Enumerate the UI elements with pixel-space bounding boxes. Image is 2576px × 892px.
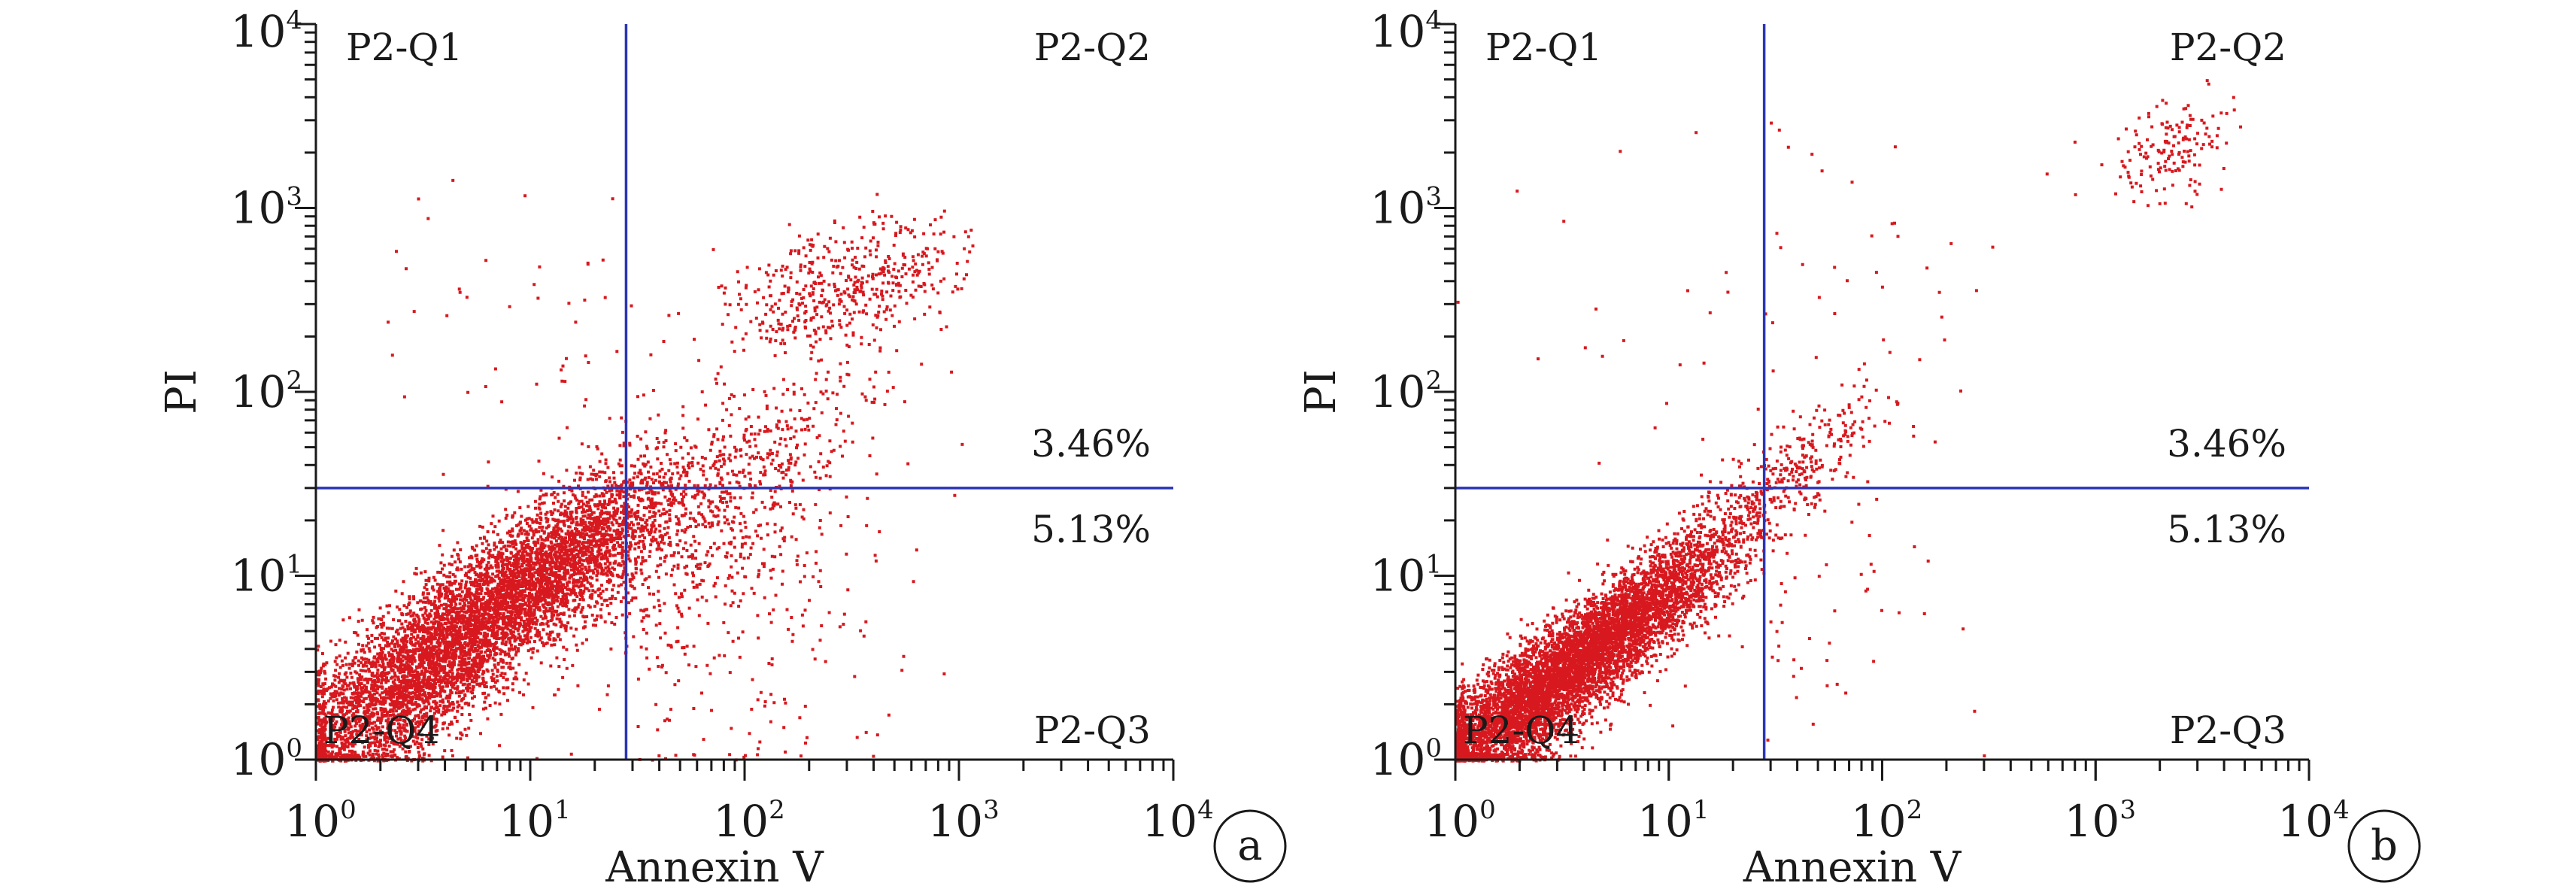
chart-panel-a: 100 101 102 103 104 100 101 102 103 104 … — [157, 5, 1287, 892]
x-tick-label: 104 — [2277, 795, 2349, 847]
percent-label-lower: 5.13% — [2167, 508, 2286, 551]
panel-label-circle — [1213, 809, 1287, 883]
y-tick-label: 102 — [1370, 366, 1442, 417]
x-tick-label: 103 — [927, 795, 999, 847]
percent-label-upper: 3.46% — [2167, 422, 2286, 466]
x-tick-label: 103 — [2065, 795, 2136, 847]
percent-label-lower: 5.13% — [1031, 508, 1151, 551]
panel-label-circle — [2347, 809, 2421, 883]
quadrant-label-q2: P2-Q2 — [1034, 26, 1151, 69]
x-tick-label: 100 — [1424, 795, 1495, 847]
x-tick-label: 104 — [1142, 795, 1213, 847]
y-tick-label: 104 — [1370, 5, 1442, 57]
y-axis-title: PI — [1297, 369, 1346, 414]
y-tick-label: 103 — [231, 182, 302, 234]
scatter-point-cloud — [1455, 79, 2242, 763]
x-tick-label: 100 — [284, 795, 356, 847]
panel-label: b — [2371, 821, 2398, 870]
quadrant-label-q1: P2-Q1 — [346, 26, 463, 69]
y-tick-label: 100 — [231, 733, 302, 785]
scatter-point-cloud — [316, 178, 975, 763]
y-tick-label: 101 — [231, 550, 302, 602]
axis-ticks-a — [295, 23, 1175, 781]
y-tick-label: 101 — [1370, 550, 1442, 602]
x-tick-label: 101 — [499, 795, 570, 847]
y-tick-label: 103 — [1370, 182, 1442, 234]
quadrant-label-q1: P2-Q1 — [1485, 26, 1602, 69]
y-axis-title: PI — [157, 369, 206, 414]
x-tick-label: 101 — [1637, 795, 1709, 847]
scatter-points-b — [1455, 79, 2242, 763]
quadrant-label-q2: P2-Q2 — [2170, 26, 2286, 69]
chart-panel-b: 100 101 102 103 104 100 101 102 103 104 … — [1297, 5, 2421, 892]
quadrant-label-q4: P2-Q4 — [323, 708, 440, 752]
x-tick-label: 102 — [713, 795, 784, 847]
scatter-points-a — [316, 178, 975, 763]
y-tick-label: 104 — [231, 5, 302, 57]
quadrant-label-q3: P2-Q3 — [1034, 708, 1151, 752]
panel-label: a — [1237, 821, 1262, 870]
axis-ticks-b — [1434, 23, 2311, 781]
percent-label-upper: 3.46% — [1031, 422, 1151, 466]
quadrant-label-q4: P2-Q4 — [1463, 708, 1579, 752]
x-axis-title: Annexin V — [605, 843, 824, 892]
quadrant-label-q3: P2-Q3 — [2170, 708, 2286, 752]
x-axis-title: Annexin V — [1743, 843, 1962, 892]
y-tick-label: 102 — [231, 366, 302, 417]
x-tick-label: 102 — [1851, 795, 1922, 847]
y-tick-label: 100 — [1370, 733, 1442, 785]
